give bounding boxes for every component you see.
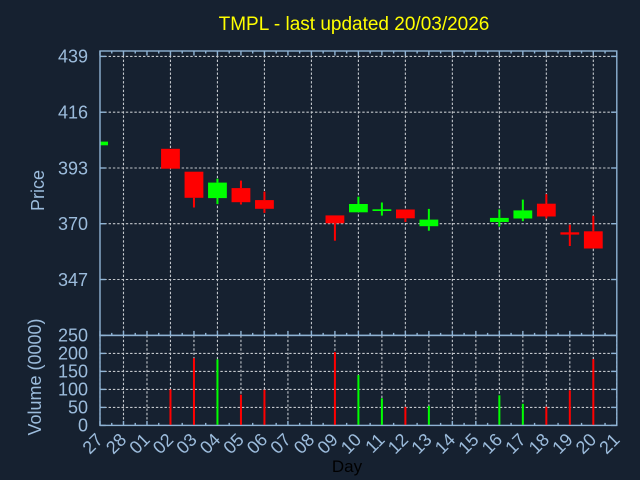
svg-text:0: 0	[78, 416, 88, 436]
svg-text:100: 100	[58, 380, 88, 400]
svg-text:150: 150	[58, 362, 88, 382]
svg-text:Price: Price	[28, 170, 48, 211]
svg-text:439: 439	[58, 47, 88, 67]
svg-text:250: 250	[58, 326, 88, 346]
svg-text:Day: Day	[332, 457, 363, 476]
svg-text:416: 416	[58, 103, 88, 123]
svg-text:347: 347	[58, 270, 88, 290]
svg-text:50: 50	[68, 398, 88, 418]
svg-text:200: 200	[58, 344, 88, 364]
svg-text:TMPL - last updated 20/03/2026: TMPL - last updated 20/03/2026	[219, 14, 490, 35]
svg-text:393: 393	[58, 158, 88, 178]
svg-text:Volume (0000): Volume (0000)	[25, 318, 45, 435]
svg-text:370: 370	[58, 214, 88, 234]
